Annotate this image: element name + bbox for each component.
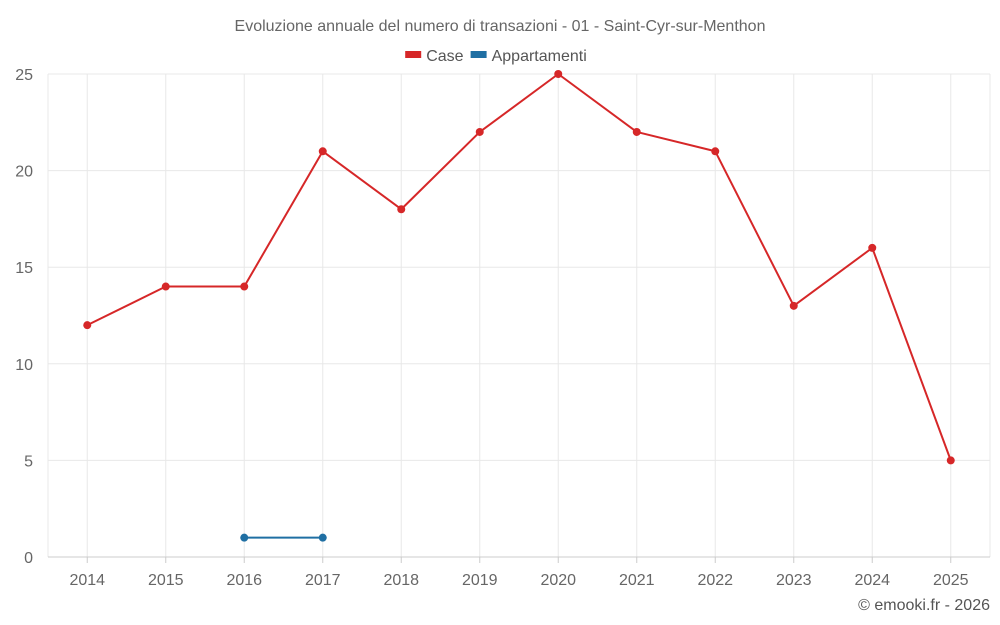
legend-label-case: Case [426, 48, 463, 65]
x-tick-label: 2014 [69, 572, 105, 589]
data-point-case [83, 321, 92, 330]
x-tick-label: 2020 [540, 572, 576, 589]
data-point-case [475, 127, 484, 136]
chart-title: Evoluzione annuale del numero di transaz… [235, 18, 766, 35]
y-tick-label: 25 [15, 67, 33, 84]
chart-series [83, 70, 955, 542]
credit-text: © emooki.fr - 2026 [858, 597, 990, 614]
y-tick-label: 10 [15, 357, 33, 374]
y-tick-label: 0 [24, 550, 33, 567]
data-point-case [946, 456, 955, 465]
data-point-case [711, 147, 720, 156]
x-tick-label: 2024 [854, 572, 890, 589]
data-point-case [240, 282, 249, 291]
data-point-case [789, 301, 798, 310]
chart-legend: Case Appartamenti [405, 48, 587, 65]
x-tick-label: 2017 [305, 572, 341, 589]
y-gridlines [48, 73, 990, 558]
data-point-case [632, 127, 641, 136]
data-point-case [397, 205, 406, 214]
x-tick-label: 2021 [619, 572, 655, 589]
y-tick-label: 20 [15, 164, 33, 181]
series-line-case [86, 73, 952, 461]
legend-swatch-case [405, 51, 422, 58]
legend-label-appartamenti: Appartamenti [492, 48, 587, 65]
x-tick-label: 2018 [383, 572, 419, 589]
x-tick-label: 2022 [697, 572, 733, 589]
data-point-case [868, 243, 877, 252]
x-tick-label: 2023 [776, 572, 812, 589]
data-point-appartamenti [318, 533, 327, 542]
x-tick-label: 2016 [226, 572, 262, 589]
data-point-case [161, 282, 170, 291]
series-case [83, 70, 955, 465]
data-point-case [318, 147, 327, 156]
y-tick-label: 5 [24, 453, 33, 470]
x-gridlines [47, 74, 991, 557]
x-tick-label: 2015 [148, 572, 184, 589]
data-point-appartamenti [240, 533, 249, 542]
series-appartamenti [240, 533, 327, 542]
x-tick-label: 2025 [933, 572, 969, 589]
y-axis-ticks: 0 5 10 15 20 25 [15, 67, 33, 567]
x-axis-ticks: 2014 2015 2016 2017 2018 2019 2020 2021 2022 2023… [69, 557, 969, 589]
legend-swatch-appartamenti [470, 51, 487, 58]
y-tick-label: 15 [15, 260, 33, 277]
data-point-case [554, 70, 563, 78]
x-tick-label: 2019 [462, 572, 498, 589]
